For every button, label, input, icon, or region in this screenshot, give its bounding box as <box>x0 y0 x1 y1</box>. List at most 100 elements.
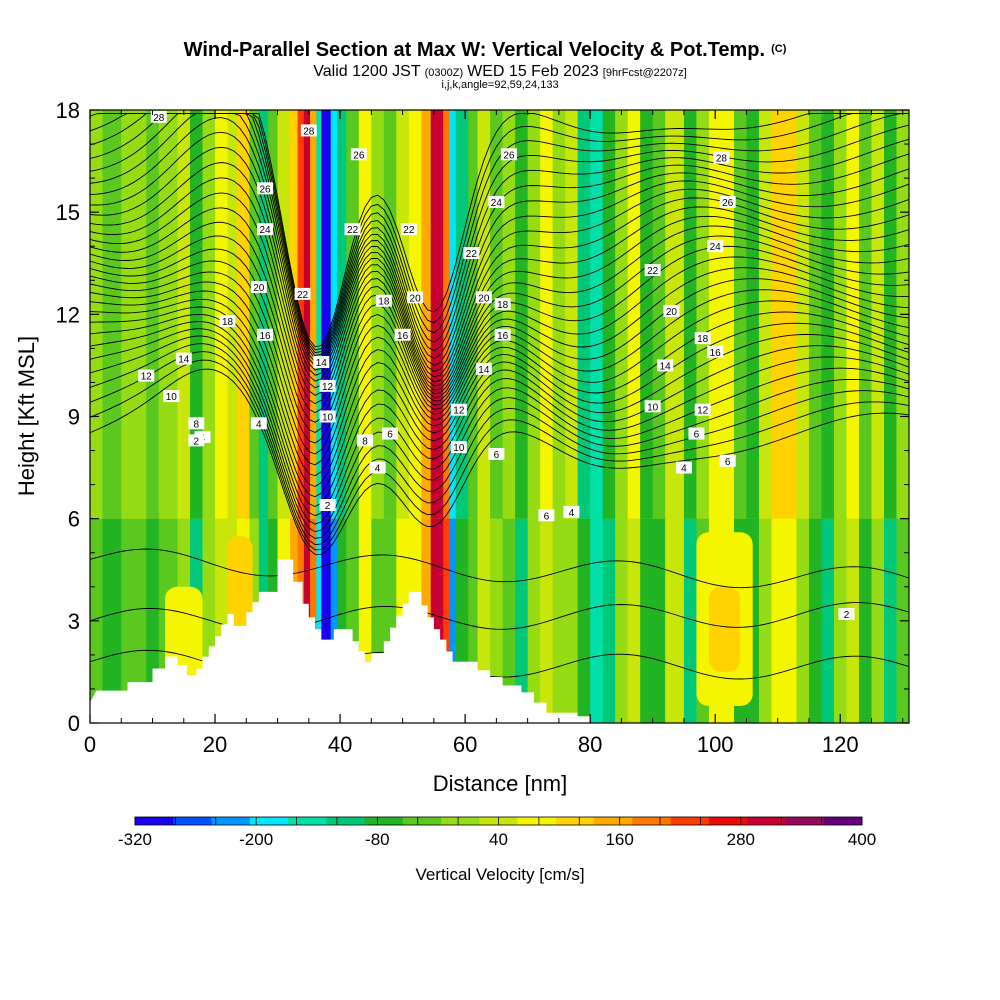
theta-contour <box>90 131 909 373</box>
y-tick-label: 12 <box>56 302 80 327</box>
contour-label-text: 6 <box>387 430 393 441</box>
contour-label: 12 <box>138 369 155 383</box>
contour-label-text: 26 <box>353 150 365 161</box>
contour-label: 14 <box>175 352 192 366</box>
contour-label-text: 26 <box>259 184 271 195</box>
velocity-blob <box>227 535 253 638</box>
velocity-band <box>615 110 629 519</box>
contour-label: 26 <box>257 182 274 195</box>
velocity-band <box>883 110 898 519</box>
velocity-band-lower <box>490 518 504 723</box>
x-tick-label: 100 <box>697 732 734 757</box>
contour-label-text: 18 <box>378 297 390 308</box>
velocity-band-lower <box>665 518 685 723</box>
contour-label: 22 <box>294 287 311 301</box>
contour-label-text: 2 <box>325 501 331 512</box>
x-tick-label: 120 <box>822 732 859 757</box>
x-tick-label: 80 <box>578 732 602 757</box>
chart-indices: i,j,k,angle=92,59,24,133 <box>441 79 558 91</box>
chart-title-suffix: (C) <box>771 43 787 55</box>
velocity-band <box>421 110 432 519</box>
velocity-band <box>565 110 579 519</box>
velocity-band-lower <box>502 518 516 723</box>
velocity-band-lower <box>871 518 885 723</box>
y-tick-label: 18 <box>56 98 80 123</box>
colorbar-tick-label: 40 <box>489 830 508 849</box>
velocity-band-lower <box>821 518 835 723</box>
contour-label: 2 <box>188 434 205 447</box>
contour-label-text: 14 <box>316 358 328 369</box>
velocity-band <box>871 110 885 519</box>
velocity-band <box>640 110 654 519</box>
contour-label-text: 12 <box>322 382 334 393</box>
velocity-band <box>358 110 372 519</box>
contour-label: 4 <box>369 461 386 475</box>
velocity-blob <box>708 586 741 672</box>
theta-contour <box>90 328 909 525</box>
contour-label: 12 <box>450 403 467 417</box>
contour-label: 10 <box>163 390 180 403</box>
contour-label-text: 2 <box>194 436 200 447</box>
contour-label-text: 28 <box>153 113 165 124</box>
velocity-band <box>215 110 229 519</box>
theta-contours <box>90 112 909 680</box>
velocity-band <box>758 110 773 519</box>
contour-label: 2 <box>319 499 336 512</box>
velocity-band <box>733 110 748 519</box>
theta-contour <box>90 271 909 455</box>
contour-label-text: 10 <box>322 413 334 424</box>
contour-label-text: 18 <box>497 300 509 311</box>
colorbar-swatch <box>173 817 212 825</box>
theta-contour <box>90 248 909 434</box>
contour-label: 18 <box>375 294 392 308</box>
colorbar-swatch <box>135 817 174 825</box>
colorbar-swatch <box>249 817 289 825</box>
velocity-band-lower <box>577 518 591 723</box>
contour-label-text: 12 <box>141 372 153 383</box>
velocity-band <box>577 110 591 519</box>
contour-label: 6 <box>688 427 705 441</box>
theta-contour <box>90 260 909 444</box>
velocity-band <box>146 110 160 519</box>
velocity-band <box>552 110 566 519</box>
contour-label: 18 <box>219 315 236 328</box>
chart-subtitle: Valid 1200 JST (0300Z) WED 15 Feb 2023 [9hr… <box>313 63 686 80</box>
velocity-band-lower <box>758 518 773 723</box>
velocity-band <box>202 110 216 519</box>
contour-label: 14 <box>657 359 674 372</box>
contour-label-text: 24 <box>710 242 722 253</box>
x-axis: 0 20 40 60 80 100 120 <box>84 110 904 757</box>
velocity-band-lower <box>540 518 554 723</box>
theta-contour <box>90 298 909 488</box>
theta-contour <box>90 343 909 539</box>
contour-label-text: 20 <box>478 293 490 304</box>
contour-label-text: 24 <box>491 198 503 209</box>
y-tick-label: 3 <box>68 609 80 634</box>
contour-label: 22 <box>344 223 361 236</box>
contour-label-text: 14 <box>178 355 190 366</box>
velocity-band-lower <box>527 518 541 723</box>
velocity-band <box>321 110 332 519</box>
velocity-band-lower <box>443 518 451 723</box>
contour-label-text: 8 <box>362 436 368 447</box>
theta-contour <box>90 146 909 378</box>
contour-label: 12 <box>694 403 711 417</box>
velocity-band <box>177 110 191 519</box>
contour-label-text: 16 <box>397 331 409 342</box>
contour-label: 6 <box>488 447 505 461</box>
contour-label-text: 4 <box>681 464 687 475</box>
contour-label-text: 14 <box>660 361 672 372</box>
velocity-band <box>602 110 616 519</box>
contour-label: 6 <box>719 454 736 468</box>
theta-contour <box>90 359 909 551</box>
chart-title: Wind-Parallel Section at Max W: Vertical… <box>184 39 787 61</box>
contour-label-text: 4 <box>256 419 262 430</box>
contour-label: 4 <box>675 461 692 475</box>
contour-label-text: 26 <box>503 150 515 161</box>
velocity-band <box>821 110 835 519</box>
x-tick-label: 20 <box>203 732 227 757</box>
contour-label-text: 14 <box>478 365 490 376</box>
velocity-band <box>396 110 410 519</box>
